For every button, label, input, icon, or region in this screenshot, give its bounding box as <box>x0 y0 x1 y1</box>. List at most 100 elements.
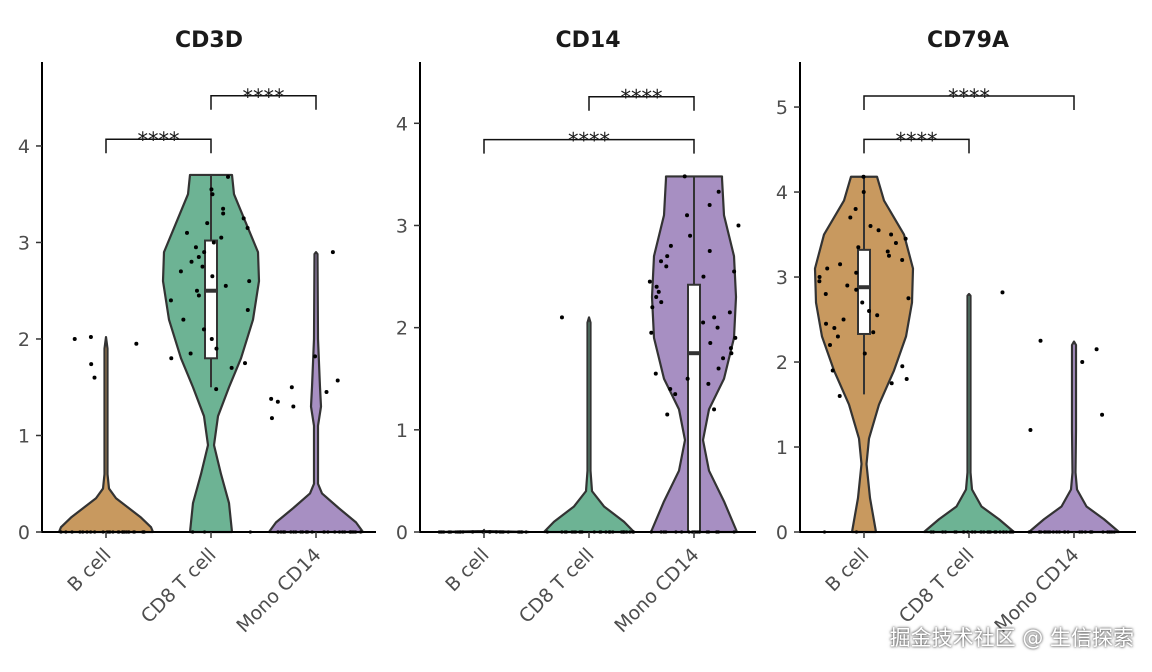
data-point <box>89 362 94 367</box>
data-point <box>88 335 93 340</box>
data-point <box>330 250 335 255</box>
data-point <box>92 375 97 380</box>
data-point <box>168 298 173 303</box>
data-point <box>889 232 894 237</box>
y-tick-label: 3 <box>18 232 30 254</box>
panel-cd3d: CD3D 0 1 2 3 4 B cell CD8 T cell Mono CD14 **** **… <box>18 28 376 637</box>
data-point <box>861 190 866 195</box>
data-point <box>229 365 234 370</box>
data-point <box>335 378 340 383</box>
data-point <box>903 236 908 241</box>
data-point <box>654 284 659 289</box>
data-point <box>196 254 201 259</box>
significance-label: **** <box>621 86 663 110</box>
data-point <box>245 308 250 313</box>
data-point <box>854 287 859 292</box>
data-point <box>245 225 250 230</box>
data-point <box>181 317 186 322</box>
data-point <box>708 340 713 345</box>
data-point <box>900 364 905 369</box>
data-point <box>1080 360 1085 365</box>
significance-bracket <box>863 95 1075 110</box>
y-tick-label: 0 <box>18 522 30 544</box>
data-point <box>733 335 738 340</box>
data-point <box>202 250 207 255</box>
data-point <box>214 387 219 392</box>
data-point <box>659 259 664 264</box>
data-point <box>72 336 77 341</box>
panel-title: CD14 <box>555 28 620 53</box>
data-point <box>184 230 189 235</box>
x-tick-label: CD8 T cell <box>137 544 221 628</box>
box-iqr <box>687 283 701 533</box>
data-point <box>860 300 865 305</box>
y-tick-label: 1 <box>396 420 408 442</box>
data-point <box>845 283 850 288</box>
data-point <box>848 215 853 220</box>
data-point <box>817 275 822 280</box>
data-point <box>664 264 669 269</box>
data-point <box>649 330 654 335</box>
y-tick-label: 2 <box>18 329 30 351</box>
data-point <box>178 269 183 274</box>
data-point <box>868 224 873 229</box>
data-point <box>673 392 678 397</box>
data-point <box>659 300 664 305</box>
data-point <box>832 326 837 331</box>
violin-b-cell <box>57 335 155 534</box>
data-point <box>134 341 139 346</box>
data-point <box>727 310 732 315</box>
data-point <box>830 368 835 373</box>
data-point <box>210 192 215 197</box>
data-point <box>824 321 829 326</box>
data-point <box>841 317 846 322</box>
data-point <box>221 211 226 216</box>
data-point <box>269 416 274 421</box>
data-point <box>210 274 215 279</box>
data-point <box>209 336 214 341</box>
data-point <box>854 270 859 275</box>
data-point <box>189 259 194 264</box>
data-point <box>196 293 201 298</box>
y-tick-label: 4 <box>396 113 408 135</box>
data-point <box>732 269 737 274</box>
data-point <box>223 283 228 288</box>
significance-bracket <box>483 138 695 154</box>
data-point <box>559 315 564 320</box>
data-point <box>211 240 216 245</box>
data-point <box>728 346 733 351</box>
data-point <box>707 249 712 254</box>
data-point <box>875 313 880 318</box>
x-tick-label: CD8 T cell <box>515 544 599 628</box>
y-tick-label: 3 <box>776 267 788 289</box>
data-point <box>1038 338 1043 343</box>
panel-title: CD3D <box>175 28 243 53</box>
data-point <box>701 274 706 279</box>
data-point <box>827 343 832 348</box>
data-point <box>736 223 741 228</box>
data-point <box>219 235 224 240</box>
x-tick-label: Mono CD14 <box>232 544 325 637</box>
significance-label: **** <box>568 129 610 153</box>
data-point <box>876 228 881 233</box>
data-point <box>324 390 329 395</box>
data-point <box>668 243 673 248</box>
y-tick-label: 0 <box>776 522 788 544</box>
data-point <box>862 351 867 356</box>
data-point <box>856 245 861 250</box>
data-point <box>665 412 670 417</box>
data-point <box>721 356 726 361</box>
data-point <box>665 254 670 259</box>
violin-mono-cd14 <box>1027 340 1121 534</box>
data-point <box>716 189 721 194</box>
data-point <box>861 174 866 179</box>
x-tick-label: B cell <box>441 544 493 596</box>
data-point <box>729 351 734 356</box>
data-point <box>906 296 911 301</box>
data-point <box>214 346 219 351</box>
data-point <box>900 258 905 263</box>
data-point <box>823 292 828 297</box>
data-point <box>209 187 214 192</box>
y-tick-label: 2 <box>396 318 408 340</box>
